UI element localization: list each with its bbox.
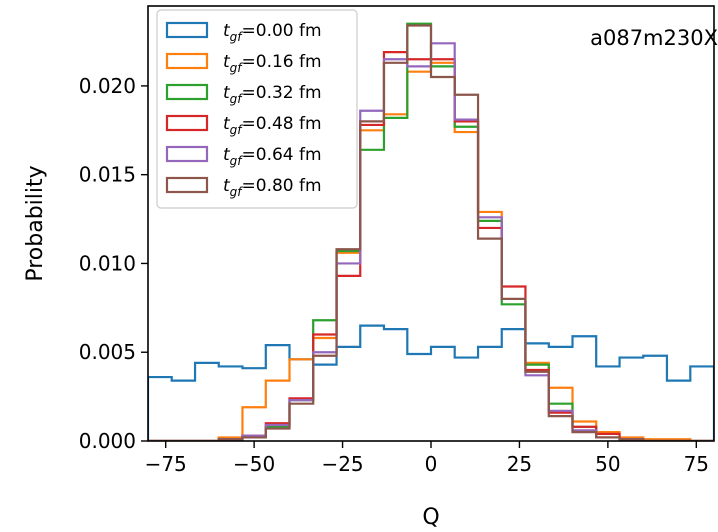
x-tick-label: −50 [233,452,275,476]
x-tick-label: 25 [507,452,532,476]
legend: tgf=0.00 fm tgf=0.16 fm tgf=0.32 fm tgf=0.4… [156,9,358,209]
x-axis-ticks: −75 −50 −25 0 25 50 75 [145,441,709,476]
legend-entry-label: tgf=0.80 fm [223,176,322,199]
legend-swatch [165,21,209,39]
x-tick-label: 75 [684,452,709,476]
legend-swatch [165,83,209,101]
y-tick-label: 0.015 [79,163,136,187]
x-tick-label: −75 [145,452,187,476]
x-tick-label: −25 [321,452,363,476]
y-axis-label: Probability [23,165,48,281]
legend-swatch [165,145,209,163]
y-tick-label: 0.010 [79,251,136,275]
y-tick-label: 0.020 [79,74,136,98]
legend-swatch [165,114,209,132]
plot-series-group [148,22,714,441]
legend-entry-label: tgf=0.48 fm [223,114,322,137]
x-tick-label: 50 [595,452,620,476]
legend-swatch [165,176,209,194]
y-tick-label: 0.000 [79,429,136,453]
legend-entry-label: tgf=0.64 fm [223,145,322,168]
x-axis-label: Q [422,505,439,530]
series-step-5 [148,24,714,441]
legend-entry-label: tgf=0.00 fm [223,21,322,44]
ensemble-annotation: a087m230X [590,26,718,50]
legend-entry-label: tgf=0.16 fm [223,52,322,75]
legend-entry-label: tgf=0.32 fm [223,83,322,106]
series-step-0 [148,324,714,441]
y-tick-label: 0.005 [79,340,136,364]
legend-swatch [165,52,209,70]
y-axis-ticks: 0.000 0.005 0.010 0.015 0.020 [79,74,148,453]
x-tick-label: 0 [425,452,438,476]
